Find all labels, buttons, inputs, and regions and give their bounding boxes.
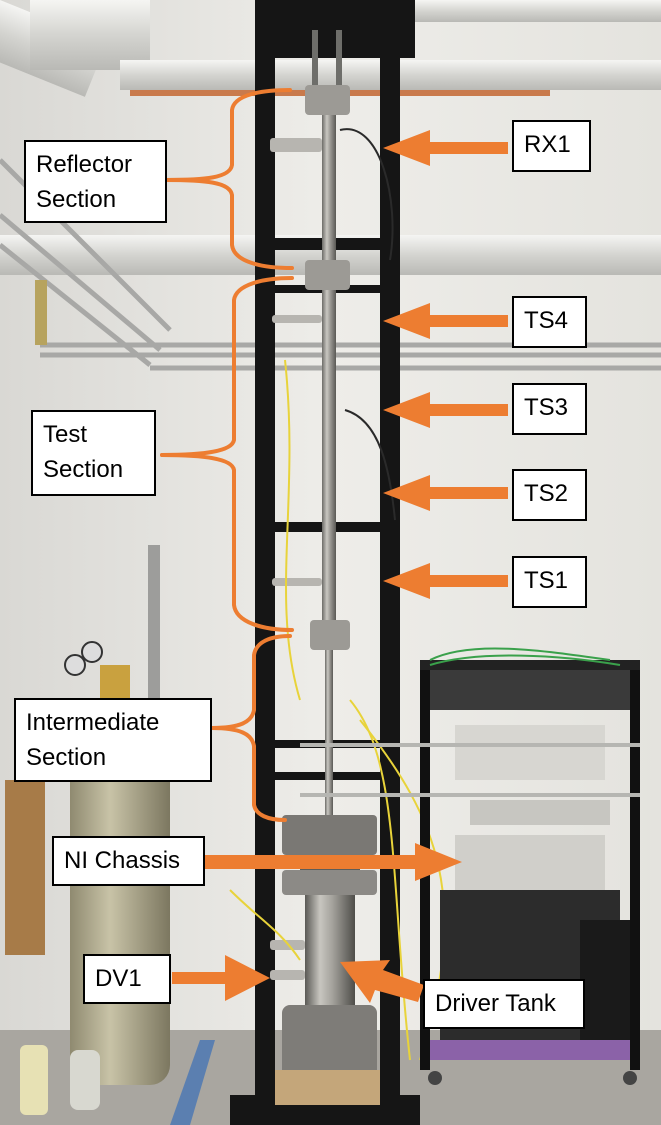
section-brackets: [160, 88, 294, 822]
label-rx1: RX1: [512, 120, 591, 172]
label-driver-tank-text: Driver Tank: [435, 990, 556, 1017]
label-ts4-text: TS4: [524, 307, 569, 334]
arrow-ni-chassis: [205, 843, 462, 881]
arrow-driver-tank: [340, 960, 424, 1003]
label-ts3: TS3: [512, 383, 587, 435]
label-test-line1: Test: [43, 421, 88, 448]
arrow-ts1: [383, 563, 508, 599]
rack-wires: [300, 647, 640, 797]
label-ni-chassis-text: NI Chassis: [64, 847, 181, 874]
label-dv1: DV1: [83, 954, 171, 1004]
label-ts3-text: TS3: [524, 394, 569, 421]
arrow-ts2: [383, 475, 508, 511]
label-test-section: Test Section: [31, 410, 156, 496]
label-reflector-line2: Section: [36, 186, 117, 213]
floor-bottle: [70, 1050, 100, 1110]
arrows: [172, 130, 508, 1003]
label-driver-tank: Driver Tank: [423, 979, 585, 1029]
cardboard-panel: [5, 780, 45, 955]
wall-bracket: [35, 280, 47, 345]
arrow-ts3: [383, 392, 508, 428]
label-test-line2: Section: [43, 456, 124, 483]
label-ni-chassis: NI Chassis: [52, 836, 205, 886]
label-intermediate-line2: Section: [26, 744, 107, 771]
label-ts1-text: TS1: [524, 567, 569, 594]
floor-bottle: [20, 1045, 48, 1115]
label-rx1-text: RX1: [524, 131, 571, 158]
floor-tape: [170, 1040, 215, 1125]
arrow-ts4: [383, 303, 508, 339]
label-dv1-text: DV1: [95, 965, 142, 992]
sensor-ports: [270, 138, 322, 980]
label-ts4: TS4: [512, 296, 587, 348]
label-reflector-line1: Reflector: [36, 151, 133, 178]
arrow-dv1: [172, 955, 270, 1001]
label-reflector-section: Reflector Section: [24, 140, 167, 223]
label-intermediate-line1: Intermediate: [26, 709, 160, 736]
label-ts1: TS1: [512, 556, 587, 608]
arrow-rx1: [383, 130, 508, 166]
label-ts2-text: TS2: [524, 480, 569, 507]
shock-tube: [275, 30, 380, 1105]
label-ts2: TS2: [512, 469, 587, 521]
label-intermediate-section: Intermediate Section: [14, 698, 212, 782]
